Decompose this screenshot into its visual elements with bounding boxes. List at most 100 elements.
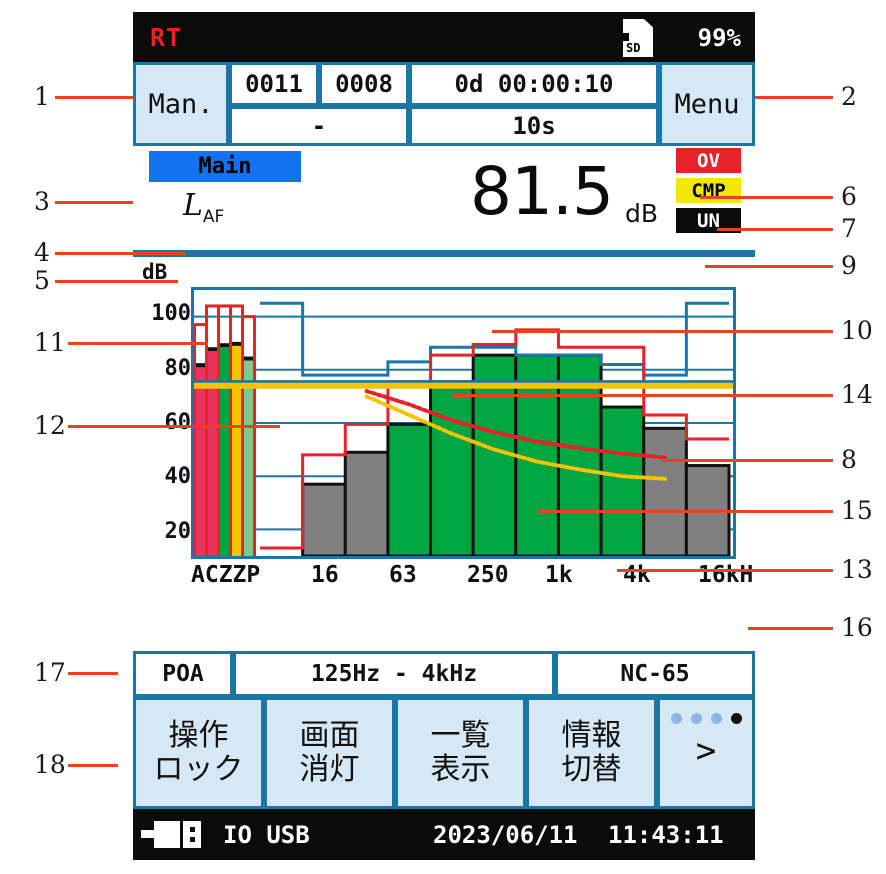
callout-number-8: 8 — [841, 445, 857, 474]
page-indicator-dots — [670, 713, 742, 724]
key-screen-off-line1: 画面 — [299, 718, 360, 754]
callout-leader-8 — [663, 459, 833, 462]
callout-leader-6 — [700, 196, 833, 199]
channel-badge: Main — [149, 151, 301, 182]
y-tick-100: 100 — [151, 301, 191, 327]
key-screen-off-line2: 消灯 — [299, 752, 360, 787]
x-tick-1k: 1k — [545, 562, 573, 588]
sd-card-icon: SD — [623, 19, 653, 57]
measure-time-field[interactable]: 10s — [409, 106, 659, 146]
key-info-switch-line2: 切替 — [561, 752, 622, 787]
callout-number-2: 2 — [841, 82, 857, 111]
page-dot-4 — [730, 713, 742, 724]
y-tick-40: 40 — [164, 464, 192, 490]
realtime-mode-label: RT — [150, 23, 183, 52]
callout-leader-5 — [55, 280, 178, 283]
callout-leader-12 — [68, 425, 280, 428]
x-tick-16kHz: 16kHz — [698, 562, 755, 588]
x-tick-16: 16 — [311, 562, 339, 588]
main-value-unit: dB — [625, 199, 659, 228]
callout-number-6: 6 — [841, 182, 857, 211]
callout-number-5: 5 — [34, 266, 50, 295]
sd-card-icon-label: SD — [626, 41, 641, 55]
quantity-symbol-letter: L — [183, 188, 203, 223]
callout-number-13: 13 — [841, 555, 873, 584]
secondary-value-field[interactable]: - — [229, 106, 409, 146]
x-tick-4k: 4k — [623, 562, 651, 588]
callout-leader-16 — [748, 627, 833, 630]
device-lcd-screen: RT SD 99% Man. 0011 0008 0d 00:00:10 - 1… — [133, 12, 755, 860]
chevron-right-icon: > — [695, 731, 717, 771]
key-screen-off[interactable]: 画面 消灯 — [264, 697, 395, 809]
key-info-switch[interactable]: 情報 切替 — [526, 697, 657, 809]
callout-number-15: 15 — [841, 496, 873, 525]
main-value: 81.5 — [470, 153, 614, 230]
page-dot-3 — [710, 713, 722, 724]
callout-number-14: 14 — [841, 380, 873, 409]
soft-key-row: 操作 ロック 画面 消灯 一覧 表示 情報 切替 > — [133, 697, 755, 809]
callout-leader-4 — [55, 252, 185, 255]
callout-leader-13 — [617, 569, 833, 572]
quantity-symbol: LAF — [183, 188, 224, 227]
callout-leader-11 — [68, 342, 208, 345]
callout-leader-10 — [492, 330, 833, 333]
store-number-field[interactable]: 0011 — [229, 62, 319, 106]
key-operation-lock-line1: 操作 — [168, 718, 229, 754]
battery-percent: 99% — [697, 24, 741, 52]
callout-number-10: 10 — [841, 316, 873, 345]
callout-number-16: 16 — [841, 613, 873, 642]
callout-number-4: 4 — [34, 238, 50, 267]
x-tick-ACZZP: ACZZP — [191, 562, 261, 588]
menu-key[interactable]: Menu — [659, 62, 755, 146]
callout-leader-18 — [68, 764, 118, 767]
info-row: POA 125Hz - 4kHz NC-65 — [133, 651, 755, 697]
x-tick-250: 250 — [467, 562, 509, 588]
y-tick-20: 20 — [164, 518, 192, 544]
date-label: 2023/06/11 — [433, 821, 578, 849]
callout-leader-3 — [55, 201, 133, 204]
key-operation-lock-line2: ロック — [153, 752, 244, 787]
band-range-field[interactable]: 125Hz - 4kHz — [233, 651, 555, 697]
callout-leader-7 — [717, 228, 833, 231]
callout-number-1: 1 — [34, 82, 50, 111]
y-axis-ticks: 20 40 60 80 100 — [133, 257, 191, 582]
key-list-display-line2: 表示 — [430, 752, 491, 787]
key-next-page[interactable]: > — [657, 697, 755, 809]
callout-leader-9 — [705, 265, 833, 268]
over-flag: OV — [676, 148, 741, 173]
callout-leader-1 — [55, 96, 133, 99]
y-tick-80: 80 — [164, 355, 192, 381]
plot-area[interactable] — [191, 287, 736, 559]
key-info-switch-line1: 情報 — [561, 718, 622, 754]
callout-number-3: 3 — [34, 187, 50, 216]
address-number-field[interactable]: 0008 — [319, 62, 409, 106]
key-list-display-line1: 一覧 — [430, 718, 491, 754]
page-dot-2 — [690, 713, 702, 724]
comparator-flag: CMP — [676, 178, 741, 203]
callout-number-11: 11 — [34, 328, 66, 357]
x-tick-63: 63 — [389, 562, 417, 588]
callout-leader-2 — [755, 96, 833, 99]
callout-leader-15 — [538, 510, 833, 513]
y-tick-60: 60 — [164, 410, 192, 435]
manual-key[interactable]: Man. — [133, 62, 229, 146]
time-label: 11:43:11 — [608, 821, 724, 849]
weighting-field[interactable]: POA — [133, 651, 233, 697]
divider-rule — [133, 250, 755, 257]
io-label: IO USB — [223, 821, 310, 849]
key-operation-lock[interactable]: 操作 ロック — [133, 697, 264, 809]
key-list-display[interactable]: 一覧 表示 — [395, 697, 526, 809]
measurement-readout: Main LAF 81.5 dB OV CMP UN — [133, 146, 755, 252]
callout-number-17: 17 — [34, 658, 66, 687]
status-bar: RT SD 99% — [133, 12, 755, 62]
elapsed-time-field[interactable]: 0d 00:00:10 — [409, 62, 659, 106]
callout-number-18: 18 — [34, 750, 66, 779]
nc-curve-field[interactable]: NC-65 — [555, 651, 755, 697]
page-dot-1 — [670, 713, 682, 724]
callout-number-12: 12 — [34, 411, 66, 440]
callout-leader-17 — [68, 672, 118, 675]
bottom-status-bar: IO USB 2023/06/11 11:43:11 — [133, 809, 755, 860]
usb-plug-icon — [141, 821, 201, 848]
quantity-symbol-subscript: AF — [202, 207, 225, 227]
